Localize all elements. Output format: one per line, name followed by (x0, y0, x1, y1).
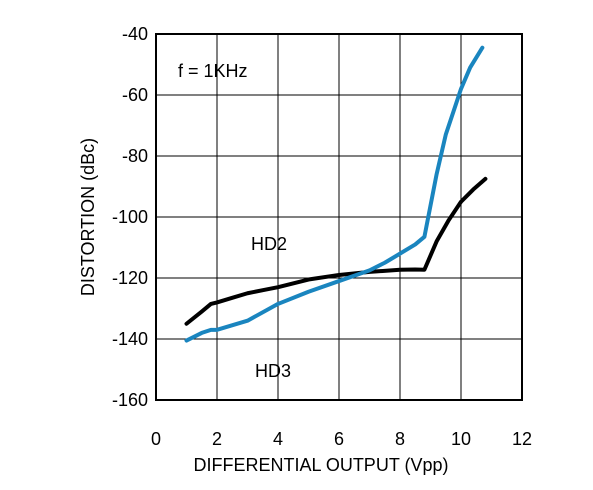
y-tick-labels: -40 -60 -80 -100 -120 -140 -160 (112, 24, 148, 410)
x-tick-label: 4 (273, 429, 283, 449)
y-tick-label: -60 (122, 85, 148, 105)
grid (155, 33, 523, 401)
x-tick-label: 8 (395, 429, 405, 449)
x-tick-label: 12 (512, 429, 532, 449)
y-axis-label: DISTORTION (dBc) (78, 138, 98, 296)
y-tick-label: -40 (122, 24, 148, 44)
x-tick-label: 6 (334, 429, 344, 449)
x-axis-label: DIFFERENTIAL OUTPUT (Vpp) (193, 455, 448, 475)
y-tick-label: -160 (112, 390, 148, 410)
x-tick-label: 10 (451, 429, 471, 449)
series-line-hd3 (184, 45, 485, 343)
x-tick-label: 0 (151, 429, 161, 449)
hd3-label: HD3 (255, 361, 291, 381)
hd2-label: HD2 (251, 234, 287, 254)
frequency-annotation: f = 1KHz (178, 61, 248, 81)
y-tick-label: -100 (112, 207, 148, 227)
x-tick-label: 2 (212, 429, 222, 449)
series-line-hd2 (184, 176, 488, 326)
series-layer (184, 45, 488, 343)
x-tick-labels: 0 2 4 6 8 10 12 (151, 429, 532, 449)
y-tick-label: -120 (112, 268, 148, 288)
y-tick-label: -140 (112, 329, 148, 349)
y-tick-label: -80 (122, 146, 148, 166)
plot-frame (155, 33, 523, 401)
